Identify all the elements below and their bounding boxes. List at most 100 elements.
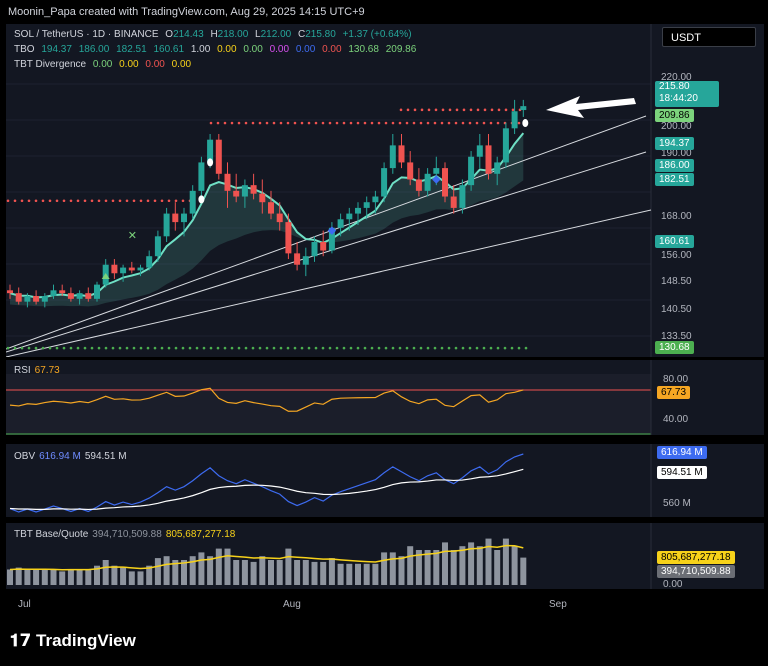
volume-bar: [276, 560, 283, 585]
candle-body: [285, 222, 292, 254]
volume-panel[interactable]: TBT Base/Quote 394,710,509.88 805,687,277.…: [6, 523, 764, 589]
candle-body: [146, 256, 153, 268]
support-dot: [6, 346, 10, 350]
support-dot: [146, 346, 150, 350]
resistance-dot: [258, 121, 262, 125]
support-dot: [482, 346, 486, 350]
candle-body: [7, 290, 13, 294]
candle-body: [320, 242, 327, 251]
resistance-dot: [48, 199, 52, 203]
support-dot: [160, 346, 164, 350]
support-dot: [335, 346, 339, 350]
support-dot: [34, 346, 38, 350]
support-dot: [181, 346, 185, 350]
support-dot: [83, 346, 87, 350]
support-dot: [76, 346, 80, 350]
support-dot: [20, 346, 24, 350]
support-dot: [104, 346, 108, 350]
support-dot: [307, 346, 311, 350]
obv-value-tag: 616.94 M: [657, 446, 707, 459]
white-drop-marker: [198, 195, 205, 204]
candle-body: [415, 179, 422, 191]
resistance-dot: [412, 121, 416, 125]
support-dot: [377, 346, 381, 350]
obv-ma-line: [9, 468, 524, 511]
resistance-dot: [251, 121, 255, 125]
volume-bar: [294, 560, 301, 585]
support-dot: [328, 346, 332, 350]
rsi-legend: RSI 67.73: [14, 365, 60, 376]
support-dot: [405, 346, 409, 350]
resistance-dot: [160, 199, 164, 203]
price-axis-label: 140.50: [661, 304, 692, 315]
resistance-dot: [511, 108, 515, 112]
volume-bar: [459, 546, 466, 585]
candle-body: [268, 202, 274, 214]
x-axis-label: Aug: [283, 599, 301, 610]
resistance-dot: [125, 199, 129, 203]
resistance-dot: [440, 121, 444, 125]
candle-body: [485, 145, 492, 174]
rsi-panel[interactable]: RSI 67.73: [6, 360, 764, 435]
resistance-dot: [237, 121, 241, 125]
volume-bar: [233, 560, 240, 585]
candle-body: [346, 213, 353, 220]
resistance-dot: [405, 121, 409, 125]
price-axis-label: 190.00: [661, 148, 692, 159]
resistance-dot: [69, 199, 73, 203]
volume-bar: [520, 557, 527, 585]
resistance-dot: [399, 108, 403, 112]
candle-body: [24, 296, 31, 302]
candle-body: [67, 293, 74, 299]
resistance-dot: [489, 121, 493, 125]
support-dot: [97, 346, 101, 350]
obv-panel[interactable]: OBV 616.94 M 594.51 M: [6, 444, 764, 517]
candle-body: [450, 196, 457, 208]
price-panel[interactable]: ✕ SOL / TetherUS · 1D · BINANCE O214.43 …: [6, 24, 764, 357]
resistance-dot: [34, 199, 38, 203]
resistance-dot: [497, 108, 501, 112]
candle-body: [468, 156, 475, 186]
volume-base-tag: 394,710,509.88: [657, 565, 735, 578]
resistance-dot: [434, 108, 438, 112]
resistance-dot: [90, 199, 94, 203]
support-dot: [461, 346, 465, 350]
rsi-axis-label: 40.00: [663, 414, 689, 425]
support-dot: [342, 346, 346, 350]
resistance-dot: [76, 199, 80, 203]
volume-legend: TBT Base/Quote 394,710,509.88 805,687,277.…: [14, 529, 236, 540]
currency-selector[interactable]: USDT: [662, 27, 756, 47]
resistance-dot: [6, 199, 10, 203]
support-dot: [55, 346, 59, 350]
volume-bar: [328, 558, 335, 585]
support-dot: [111, 346, 115, 350]
support-dot: [475, 346, 479, 350]
resistance-dot: [483, 108, 487, 112]
resistance-dot: [153, 199, 157, 203]
price-tag: 194.37: [655, 137, 694, 150]
candle-body: [33, 296, 40, 302]
tradingview-logo[interactable]: 𝟏𝟳 TradingView: [10, 631, 136, 650]
rsi-chart: [6, 360, 652, 435]
volume-bar: [424, 550, 431, 585]
candle-body: [241, 185, 248, 197]
resistance-dot: [419, 121, 423, 125]
volume-bar: [189, 556, 196, 585]
obv-ma-tag: 594.51 M: [657, 466, 707, 479]
support-dot: [517, 346, 521, 350]
volume-axis-label: 0.00: [663, 579, 683, 590]
volume-bar: [94, 565, 100, 585]
support-dot: [419, 346, 423, 350]
resistance-dot: [167, 199, 171, 203]
obv-axis-label: 560 M: [663, 498, 691, 509]
volume-bar: [476, 546, 483, 585]
resistance-dot: [13, 199, 17, 203]
resistance-dot: [420, 108, 424, 112]
candle-body: [389, 145, 396, 169]
resistance-dot: [335, 121, 339, 125]
rsi-band: [6, 374, 651, 434]
price-axis-label: 133.50: [661, 331, 692, 342]
signal-x-marker: ✕: [128, 229, 137, 242]
support-dot: [174, 346, 178, 350]
resistance-dot: [426, 121, 430, 125]
